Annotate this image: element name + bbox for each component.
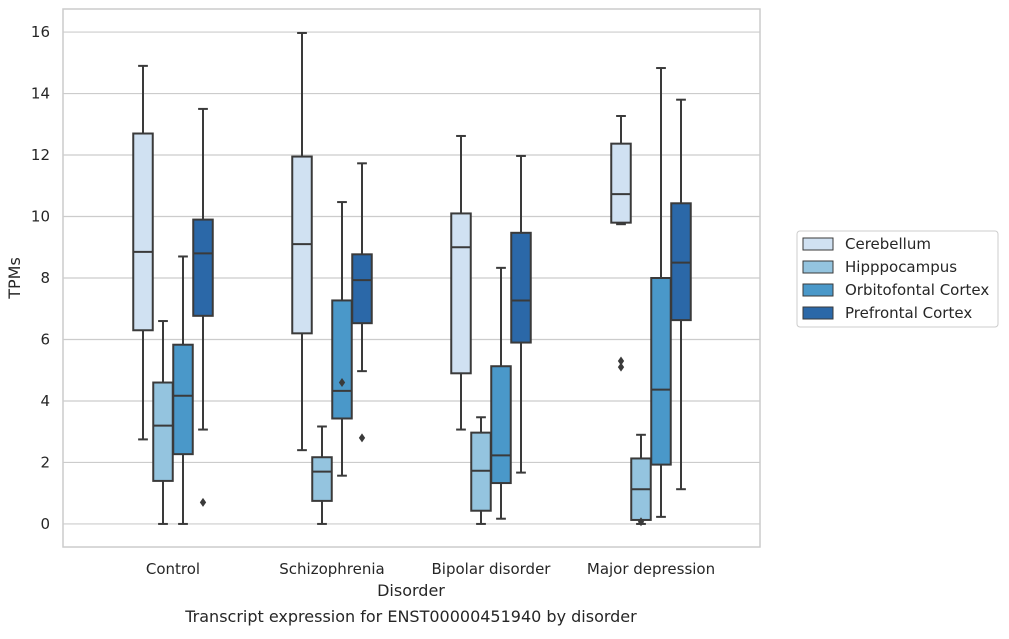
x-tick-label: Major depression <box>587 560 715 578</box>
outlier-point <box>338 378 346 388</box>
legend-swatch <box>802 260 834 274</box>
box-group <box>610 114 632 372</box>
box-group <box>291 31 313 452</box>
box-group <box>192 107 214 507</box>
box-iqr <box>331 299 353 420</box>
outlier-point <box>637 517 645 527</box>
box-group <box>132 64 154 441</box>
box-iqr <box>510 231 532 344</box>
box-group <box>650 67 672 518</box>
legend-label: Prefrontal Cortex <box>845 304 972 322</box>
box-iqr <box>351 253 373 325</box>
box-group <box>630 433 652 527</box>
y-tick-label: 12 <box>31 146 50 164</box>
box-group <box>510 154 532 474</box>
legend: Cerebellum Hipppocampus Orbitofontal Corte… <box>796 230 999 328</box>
chart-caption: Transcript expression for ENST0000045194… <box>184 607 637 626</box>
legend-swatch <box>802 306 834 320</box>
box-iqr <box>132 132 154 332</box>
outlier-point <box>617 362 625 372</box>
legend-swatch <box>802 283 834 297</box>
legend-label: Cerebellum <box>845 235 931 253</box>
box-iqr <box>610 142 632 224</box>
box-iqr <box>311 456 333 502</box>
box-iqr <box>650 277 672 466</box>
legend-label: Hipppocampus <box>845 258 957 276</box>
boxes-layer <box>132 31 692 527</box>
x-tick-label: Schizophrenia <box>279 560 384 578</box>
y-tick-label: 10 <box>31 208 50 226</box>
axes-layer: 0 2 4 6 8 10 12 14 16 Control Schizophrenia Bipolar… <box>31 23 715 578</box>
box-group <box>470 416 492 525</box>
box-iqr <box>450 212 472 375</box>
box-group <box>450 134 472 431</box>
y-tick-label: 2 <box>40 453 50 471</box>
box-group <box>152 320 174 525</box>
box-group <box>490 266 512 520</box>
box-iqr <box>152 381 174 482</box>
y-axis-label: TPMs <box>5 257 24 300</box>
y-tick-label: 16 <box>31 23 50 41</box>
outlier-point <box>617 356 625 366</box>
box-group <box>331 201 353 477</box>
box-iqr <box>192 218 214 317</box>
box-group <box>670 98 692 491</box>
legend-label: Orbitofontal Cortex <box>845 281 989 299</box>
y-tick-label: 4 <box>40 392 50 410</box>
y-tick-label: 8 <box>40 269 50 287</box>
x-tick-label: Control <box>146 560 200 578</box>
box-iqr <box>172 343 194 456</box>
legend-swatch <box>802 237 834 251</box>
y-tick-label: 0 <box>40 515 50 533</box>
x-tick-label: Bipolar disorder <box>432 560 552 578</box>
y-tick-label: 14 <box>31 85 50 103</box>
y-tick-label: 6 <box>40 330 50 348</box>
box-iqr <box>490 365 512 485</box>
box-group <box>172 255 194 525</box>
box-group <box>311 425 333 525</box>
legend-frame <box>796 230 999 328</box>
plot-frame <box>62 8 761 548</box>
outlier-point <box>358 433 366 443</box>
x-axis-label: Disorder <box>377 581 445 600</box>
outlier-point <box>199 497 207 507</box>
box-group <box>351 162 373 443</box>
